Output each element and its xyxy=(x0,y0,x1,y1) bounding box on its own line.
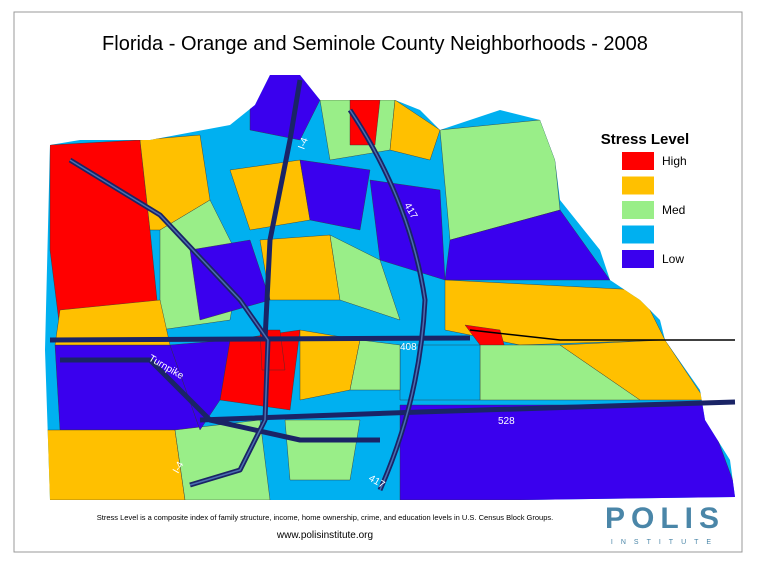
logo-name: POLIS xyxy=(605,502,725,535)
legend-swatch xyxy=(622,152,654,170)
road-label: I-4 xyxy=(171,460,187,476)
legend-label: High xyxy=(662,154,687,168)
legend: High Med Low xyxy=(622,152,687,268)
legend-label: Med xyxy=(662,203,685,217)
legend-swatch xyxy=(622,176,654,195)
legend-title: Stress Level xyxy=(601,131,689,148)
map xyxy=(45,75,735,500)
road-label: 408 xyxy=(400,342,417,353)
legend-swatch xyxy=(622,225,654,244)
roads xyxy=(49,79,736,492)
footer-url: www.polisinstitute.org xyxy=(276,530,373,541)
legend-swatch xyxy=(622,201,654,219)
road-label: 528 xyxy=(498,416,515,427)
legend-swatch xyxy=(622,250,654,268)
road-label: I-4 xyxy=(296,136,310,151)
legend-label: Low xyxy=(662,252,684,266)
map-title: Florida - Orange and Seminole County Nei… xyxy=(102,33,648,55)
footer-note: Stress Level is a composite index of fam… xyxy=(97,513,553,522)
logo-tagline: INSTITUTE xyxy=(611,539,719,546)
